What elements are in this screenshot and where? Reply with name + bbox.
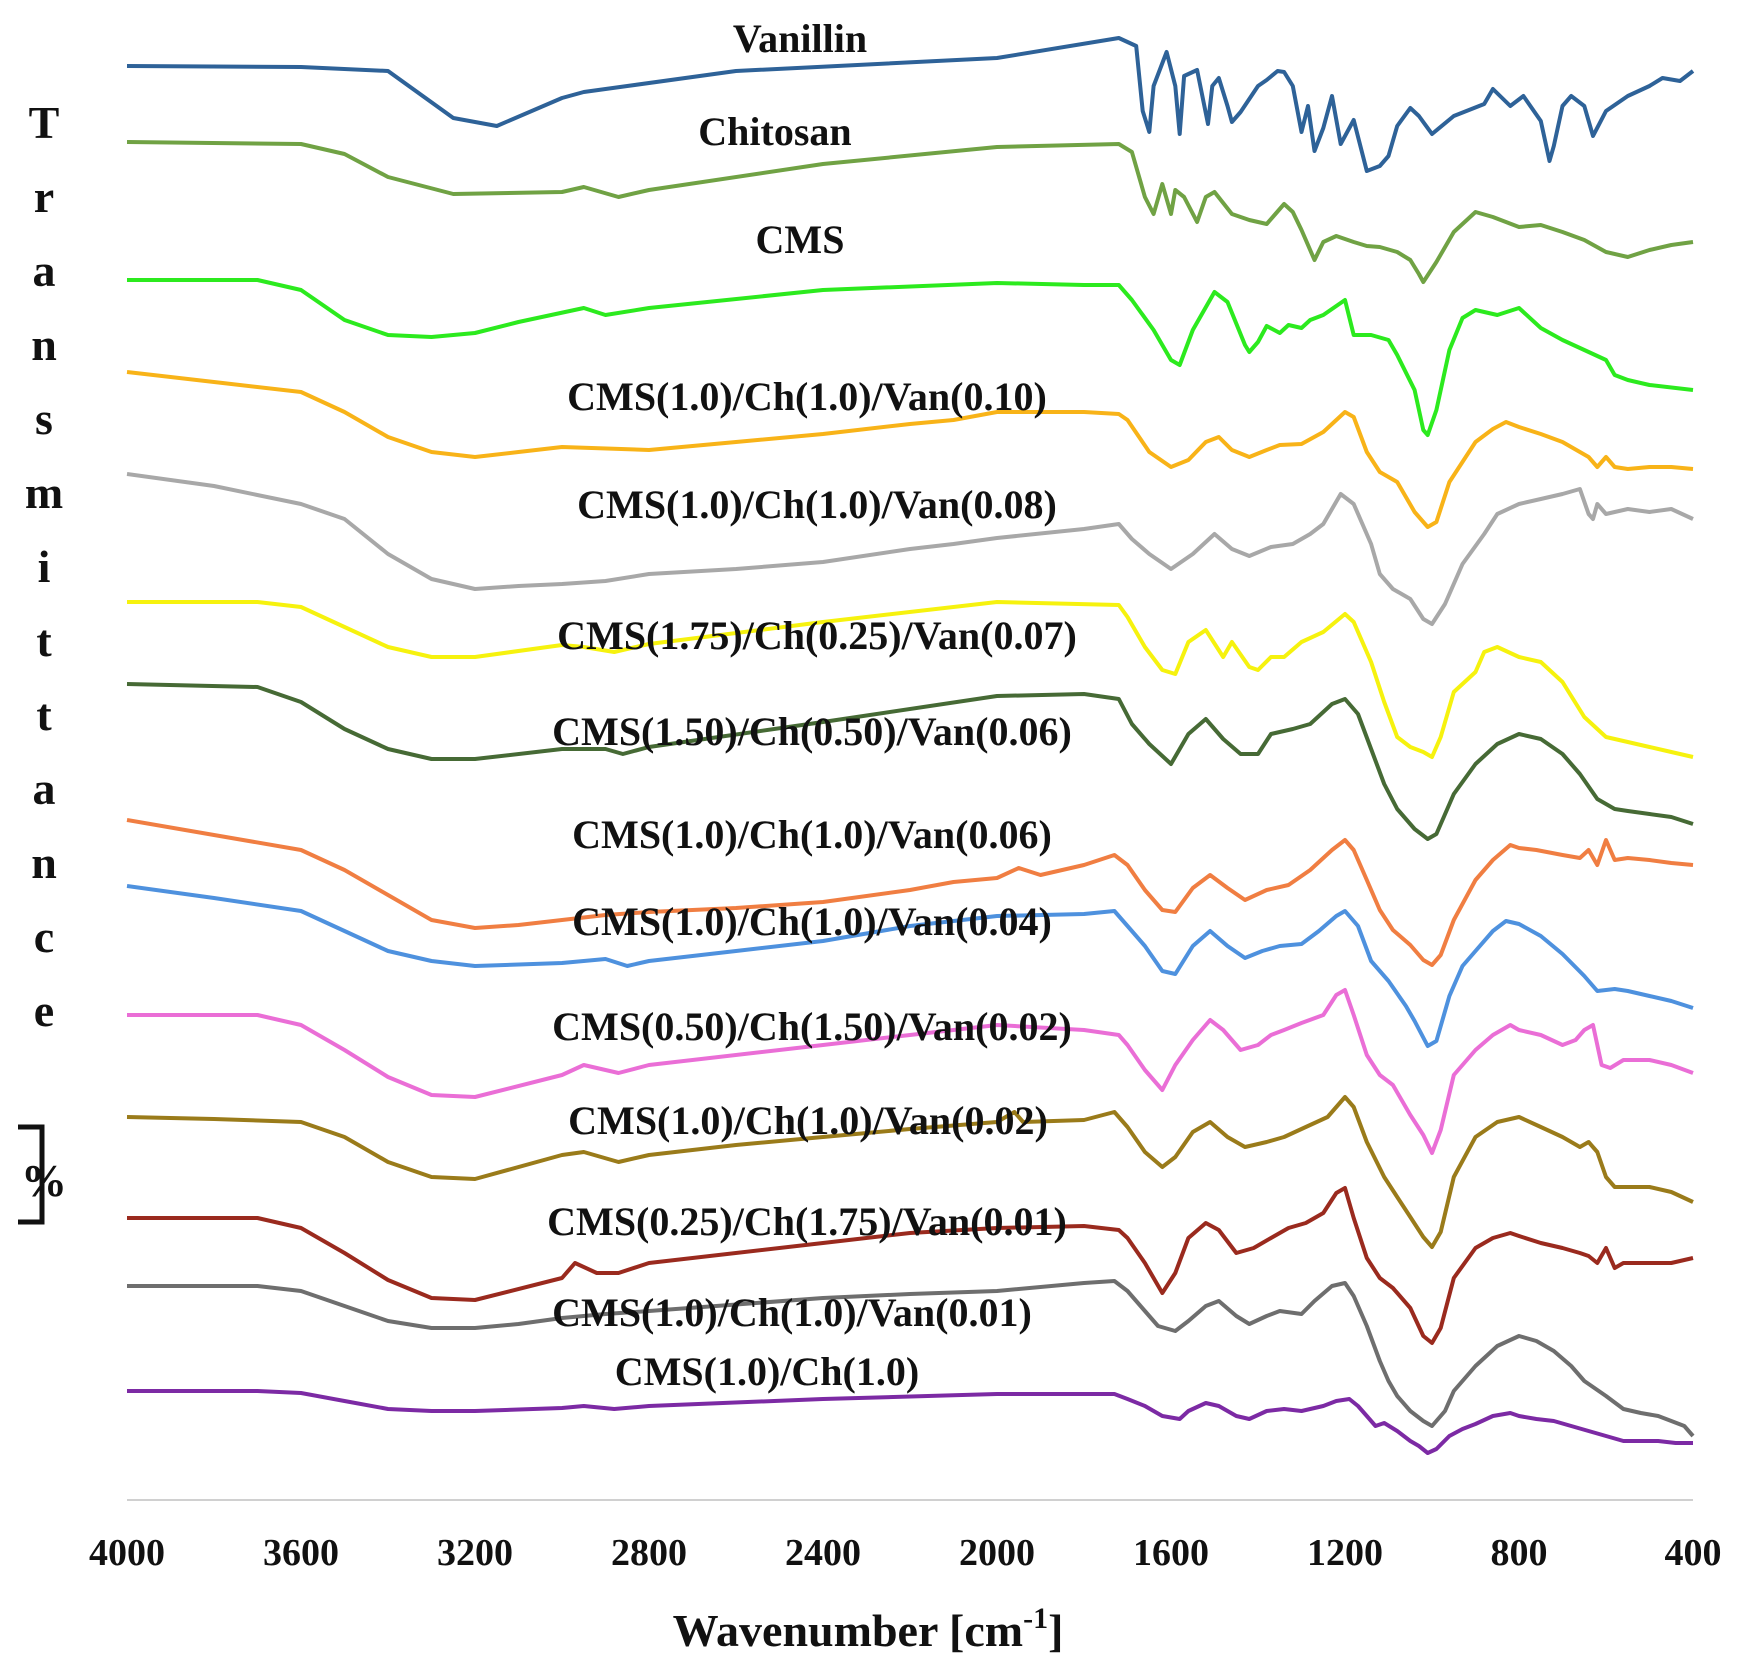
series-line-cms	[127, 278, 1694, 437]
y-axis-title-letter: m	[25, 467, 63, 518]
series-label-cms-0-25-ch-1-75-van-0-01: CMS(0.25)/Ch(1.75)/Van(0.01)	[547, 1199, 1067, 1244]
series-label-layer: Vanillin Chitosan CMS CMS(1.0)/Ch(1.0)/Van(…	[547, 16, 1077, 1394]
y-axis-title-letter: t	[36, 615, 52, 666]
series-label-cms-1-0-ch-1-0-van-0-08: CMS(1.0)/Ch(1.0)/Van(0.08)	[577, 482, 1057, 527]
y-axis-title-letter: i	[38, 541, 51, 592]
x-tick-label-2000: 2000	[959, 1532, 1035, 1574]
series-line-cms-1-0-ch-1-0-van-0-04	[126, 884, 1694, 1048]
series-line-cms-1-0-ch-1-0	[127, 1389, 1693, 1455]
series-line-cms-1-0-ch-1-0-van-0-01	[127, 1279, 1695, 1438]
x-tick-label-400: 400	[1665, 1532, 1722, 1574]
x-tick-label-2400: 2400	[785, 1532, 861, 1574]
x-tick-label-3600: 3600	[263, 1532, 339, 1574]
x-axis-title-close: ]	[1048, 1605, 1063, 1656]
series-layer	[126, 36, 1695, 1455]
series-label-cms-0-50-ch-1-50-van-0-02: CMS(0.50)/Ch(1.50)/Van(0.02)	[552, 1004, 1072, 1049]
x-tick-label-1600: 1600	[1133, 1532, 1209, 1574]
y-axis-title-letter: n	[31, 319, 57, 370]
series-label-cms-1-0-ch-1-0-van-0-06: CMS(1.0)/Ch(1.0)/Van(0.06)	[572, 812, 1052, 857]
series-label-cms-1-0-ch-1-0-van-0-04: CMS(1.0)/Ch(1.0)/Van(0.04)	[572, 899, 1052, 944]
series-line-chitosan	[126, 140, 1694, 284]
series-line-cms-0-25-ch-1-75-van-0-01	[127, 1186, 1694, 1345]
y-axis-title-letter: a	[33, 245, 56, 296]
x-axis-title-superscript: -1	[1023, 1602, 1048, 1635]
series-label-vanillin: Vanillin	[733, 16, 867, 61]
y-axis-unit: %	[21, 1155, 67, 1206]
series-label-cms-1-0-ch-1-0-van-0-01: CMS(1.0)/Ch(1.0)/Van(0.01)	[552, 1290, 1032, 1335]
x-tick-layer: 4000 3600 3200 2800 2400 2000 1600 1200 800 400	[89, 1532, 1722, 1574]
y-axis-title-letter: r	[34, 171, 54, 222]
x-axis-title-text: Wavenumber [cm	[673, 1605, 1024, 1656]
x-tick-label-3200: 3200	[437, 1532, 513, 1574]
y-axis-title-letter: e	[34, 985, 54, 1036]
series-line-vanillin	[126, 36, 1695, 173]
x-axis-title: Wavenumber [cm-1]	[673, 1602, 1064, 1656]
series-label-cms-1-75-ch-0-25-van-0-07: CMS(1.75)/Ch(0.25)/Van(0.07)	[557, 613, 1077, 658]
series-line-cms-0-50-ch-1-50-van-0-02	[127, 988, 1694, 1155]
series-label-cms-1-0-ch-1-0: CMS(1.0)/Ch(1.0)	[615, 1349, 919, 1394]
x-tick-label-2800: 2800	[611, 1532, 687, 1574]
y-axis-title-letter: c	[34, 911, 54, 962]
series-label-cms-1-0-ch-1-0-van-0-02: CMS(1.0)/Ch(1.0)/Van(0.02)	[568, 1098, 1048, 1143]
series-line-cms-1-0-ch-1-0-van-0-10	[126, 370, 1694, 529]
series-line-cms-1-0-ch-1-0-van-0-02	[126, 1095, 1694, 1249]
series-line-cms-1-75-ch-0-25-van-0-07	[127, 600, 1694, 759]
y-axis-title-letter: T	[29, 97, 60, 148]
y-axis-title-letter: a	[33, 763, 56, 814]
y-axis-unit-bracket	[18, 1124, 45, 1225]
series-line-cms-1-0-ch-1-0-van-0-06	[126, 818, 1694, 967]
y-axis-title-letter: n	[31, 837, 57, 888]
series-line-cms-1-50-ch-0-50-van-0-06	[126, 682, 1694, 841]
x-tick-label-1200: 1200	[1307, 1532, 1383, 1574]
x-tick-label-4000: 4000	[89, 1532, 165, 1574]
series-label-cms-1-50-ch-0-50-van-0-06: CMS(1.50)/Ch(0.50)/Van(0.06)	[552, 709, 1072, 754]
y-axis-title-letter: t	[36, 689, 52, 740]
y-axis-title-letter: s	[35, 393, 53, 444]
series-line-cms-1-0-ch-1-0-van-0-08	[126, 472, 1694, 626]
series-label-cms: CMS	[756, 217, 845, 262]
x-tick-label-800: 800	[1491, 1532, 1548, 1574]
series-label-chitosan: Chitosan	[698, 109, 851, 154]
series-label-cms-1-0-ch-1-0-van-0-10: CMS(1.0)/Ch(1.0)/Van(0.10)	[567, 374, 1047, 419]
